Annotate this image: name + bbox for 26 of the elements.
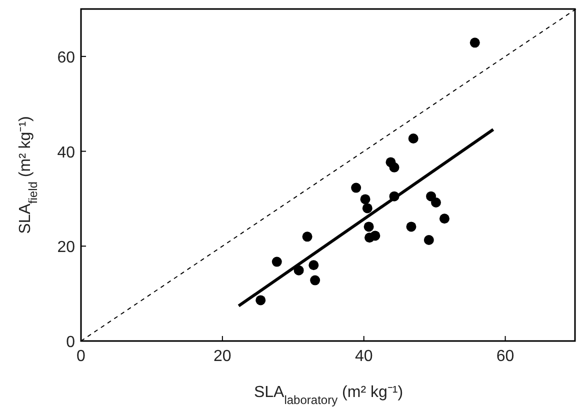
y-tick-label: 0 [66, 334, 76, 351]
point [430, 198, 441, 208]
y-tick-label: 20 [57, 239, 76, 256]
point [256, 295, 266, 306]
point [272, 256, 282, 267]
x-tick-label: 20 [214, 348, 232, 365]
point [389, 162, 400, 172]
x-tick-label: 60 [496, 348, 514, 365]
point [362, 203, 372, 214]
x-axis-title: SLA$_{laboratory}$ (m² kg⁻¹) [254, 384, 404, 407]
point [351, 182, 362, 193]
point [302, 232, 312, 242]
point [470, 38, 480, 48]
y-tick-label: 40 [57, 144, 76, 162]
y-tick-label: 60 [57, 49, 76, 66]
point [310, 275, 320, 286]
x-tick-label: 40 [354, 348, 373, 365]
x-tick-label: 0 [76, 348, 86, 365]
point [424, 234, 434, 245]
point [406, 222, 416, 232]
point [364, 222, 374, 232]
point [360, 194, 370, 204]
point [370, 230, 380, 241]
point [308, 260, 319, 270]
point [408, 133, 418, 144]
point [439, 214, 450, 224]
